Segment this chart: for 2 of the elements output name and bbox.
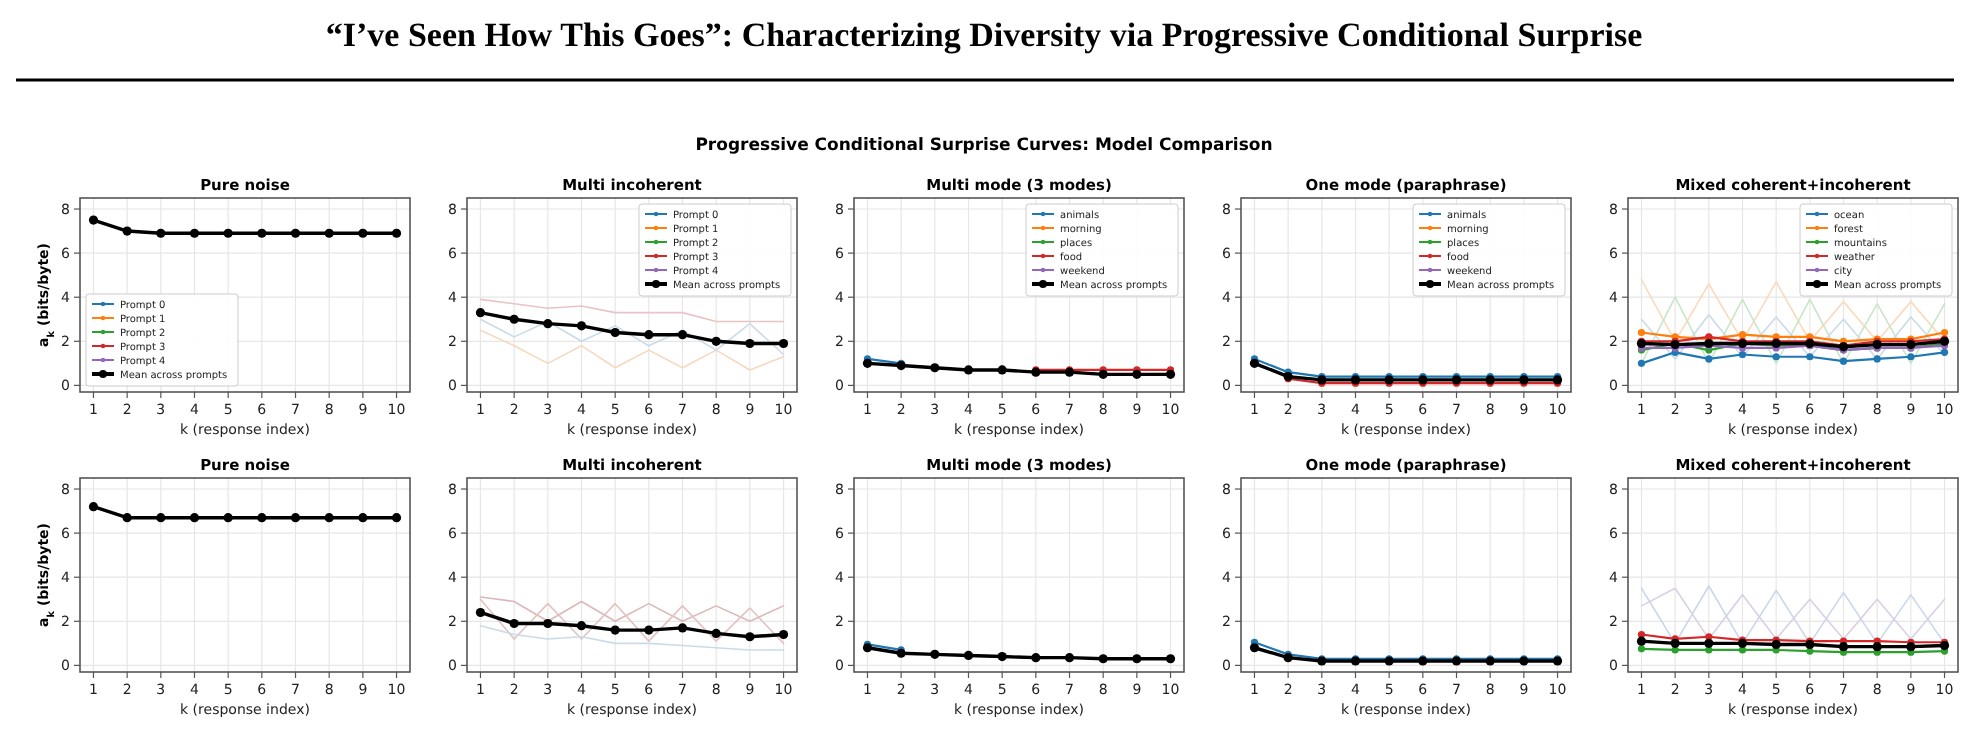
text: Progressive Conditional Surprise Curves: Model Comparison xyxy=(695,136,1273,156)
text: “I’ve Seen How This Goes”: Characterizing Diversity via Progressive Conditional Surprise xyxy=(325,16,1644,54)
